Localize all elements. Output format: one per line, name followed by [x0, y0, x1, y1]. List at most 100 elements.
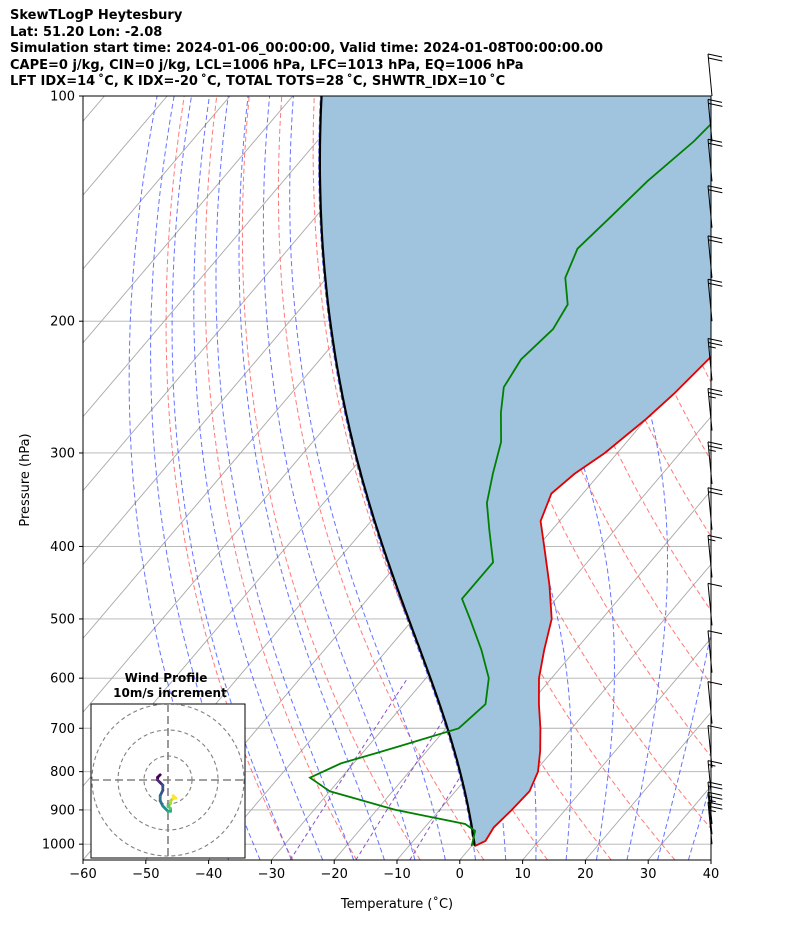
isotherm-line [83, 96, 231, 270]
cape-fill-area [319, 96, 711, 847]
x-tick-label: −50 [132, 867, 159, 882]
x-tick-label: 10 [514, 867, 531, 882]
index-line: LFT IDX=14 ˚C, K IDX=-20 ˚C, TOTAL TOTS=… [10, 74, 506, 89]
dewpoint-line [308, 122, 711, 847]
wind-barb-flag [708, 57, 723, 62]
y-tick-label: 600 [50, 672, 75, 687]
wind-barb-flag [708, 396, 716, 399]
chart-header: SkewTLogP Heytesbury Lat: 51.20 Lon: -2.… [10, 8, 790, 91]
wind-barb-flag [708, 445, 723, 450]
wind-barb-flag [707, 235, 723, 240]
time-line: Simulation start time: 2024-01-06_00:00:… [10, 41, 603, 56]
parcel-profile-line [318, 96, 476, 847]
wind-barb-flag [708, 799, 716, 803]
dry-adiabat-line [703, 96, 711, 119]
y-tick-label: 500 [50, 612, 75, 627]
wind-profile-segment [171, 794, 178, 800]
isotherm-line [271, 342, 711, 860]
axes: −60 −50 −40 −30 −20 −10 0 10 20 30 40 100 200 300 400 5… [42, 90, 719, 883]
isotherm-line [83, 96, 105, 122]
y-tick-label: 100 [50, 90, 75, 105]
wind-barb-flag [707, 98, 723, 103]
x-tick-label: 20 [577, 867, 594, 882]
moist-adiabat-line [318, 96, 476, 860]
y-tick-label: 1000 [42, 838, 75, 853]
isotherm-line [83, 96, 356, 418]
temperature-line [474, 355, 711, 847]
wind-barb-flag [707, 534, 723, 539]
wind-barb-flag [707, 441, 723, 446]
wind-barb [707, 487, 723, 530]
y-tick-label: 800 [50, 765, 75, 780]
wind-barb-flag [707, 725, 723, 730]
moist-adiabat-line [657, 96, 711, 860]
x-tick-label: −20 [320, 867, 347, 882]
isotherm-line [459, 563, 711, 860]
wind-barb-flag [707, 185, 723, 190]
moist-adiabat-line [193, 96, 324, 860]
moist-adiabat-line [492, 96, 616, 860]
wind-barb [707, 630, 723, 673]
wind-barb [707, 534, 723, 578]
mixing-ratio-line [289, 677, 409, 860]
isotherm-line [522, 637, 711, 860]
dry-adiabat-line [277, 96, 485, 860]
moist-adiabat-line [238, 96, 385, 860]
wind-barb-flag [708, 449, 716, 452]
cape-line: CAPE=0 j/kg, CIN=0 j/kg, LCL=1006 hPa, L… [10, 57, 524, 73]
y-tick-label: 400 [50, 540, 75, 555]
wind-barb-flag [707, 630, 723, 635]
y-tick-label: 900 [50, 803, 75, 818]
isotherm-line [585, 711, 711, 860]
x-axis-title: Temperature (˚C) [340, 896, 453, 912]
isotherm-line [774, 96, 794, 860]
x-tick-label: −10 [383, 867, 410, 882]
wind-barb-flag [708, 809, 716, 813]
wind-barb-flag [708, 392, 723, 397]
wind-barb-flag [708, 764, 716, 767]
wind-barb-staff [707, 53, 713, 97]
x-tick-label: 0 [456, 867, 464, 882]
y-tick-label: 300 [50, 446, 75, 461]
wind-barb-flag [707, 53, 723, 58]
moist-adiabat-line [171, 96, 292, 860]
wind-barb-flag [708, 538, 716, 542]
wind-barb-flag [707, 388, 723, 393]
wind-barb-flag [708, 491, 723, 496]
wind-barb-flag [707, 337, 723, 342]
wind-barb [707, 441, 723, 484]
wind-barb-flag [707, 781, 723, 786]
mixing-ratio-line [409, 677, 521, 860]
profile-lines [308, 96, 711, 847]
dry-adiabat-line [204, 96, 357, 860]
wind-barb [707, 53, 723, 97]
chart-title: SkewTLogP Heytesbury [10, 8, 183, 23]
dry-adiabat-line [573, 96, 711, 462]
wind-barb-flag [707, 487, 723, 492]
wind-profile-subtitle: 10m/s increment [113, 686, 227, 700]
dry-adiabat-line [476, 96, 711, 685]
location-line: Lat: 51.20 Lon: -2.08 [10, 24, 163, 40]
dry-adiabat-line [165, 96, 294, 860]
isotherm-line [710, 859, 711, 860]
wind-barb-flag [707, 801, 723, 806]
x-tick-label: −30 [258, 867, 285, 882]
wind-barb-flag [707, 278, 723, 283]
wind-barb [707, 681, 723, 724]
moist-adiabat-line [215, 96, 355, 860]
x-tick-label: 40 [703, 867, 720, 882]
y-tick-label: 200 [50, 315, 75, 330]
isotherm-line [83, 96, 294, 344]
wind-barb-flag [708, 795, 723, 800]
x-tick-label: −60 [69, 867, 96, 882]
cape-shaded-region [319, 96, 711, 847]
wind-barb-flag [707, 582, 723, 587]
dry-adiabat-line [241, 96, 421, 860]
moist-adiabat-line [289, 96, 446, 860]
wind-barb-flag [708, 345, 716, 349]
moist-adiabat-line [719, 96, 794, 860]
wind-barb-flag [707, 791, 723, 796]
dry-adiabat-line [737, 96, 794, 860]
y-axis-title: Pressure (hPa) [18, 433, 33, 526]
